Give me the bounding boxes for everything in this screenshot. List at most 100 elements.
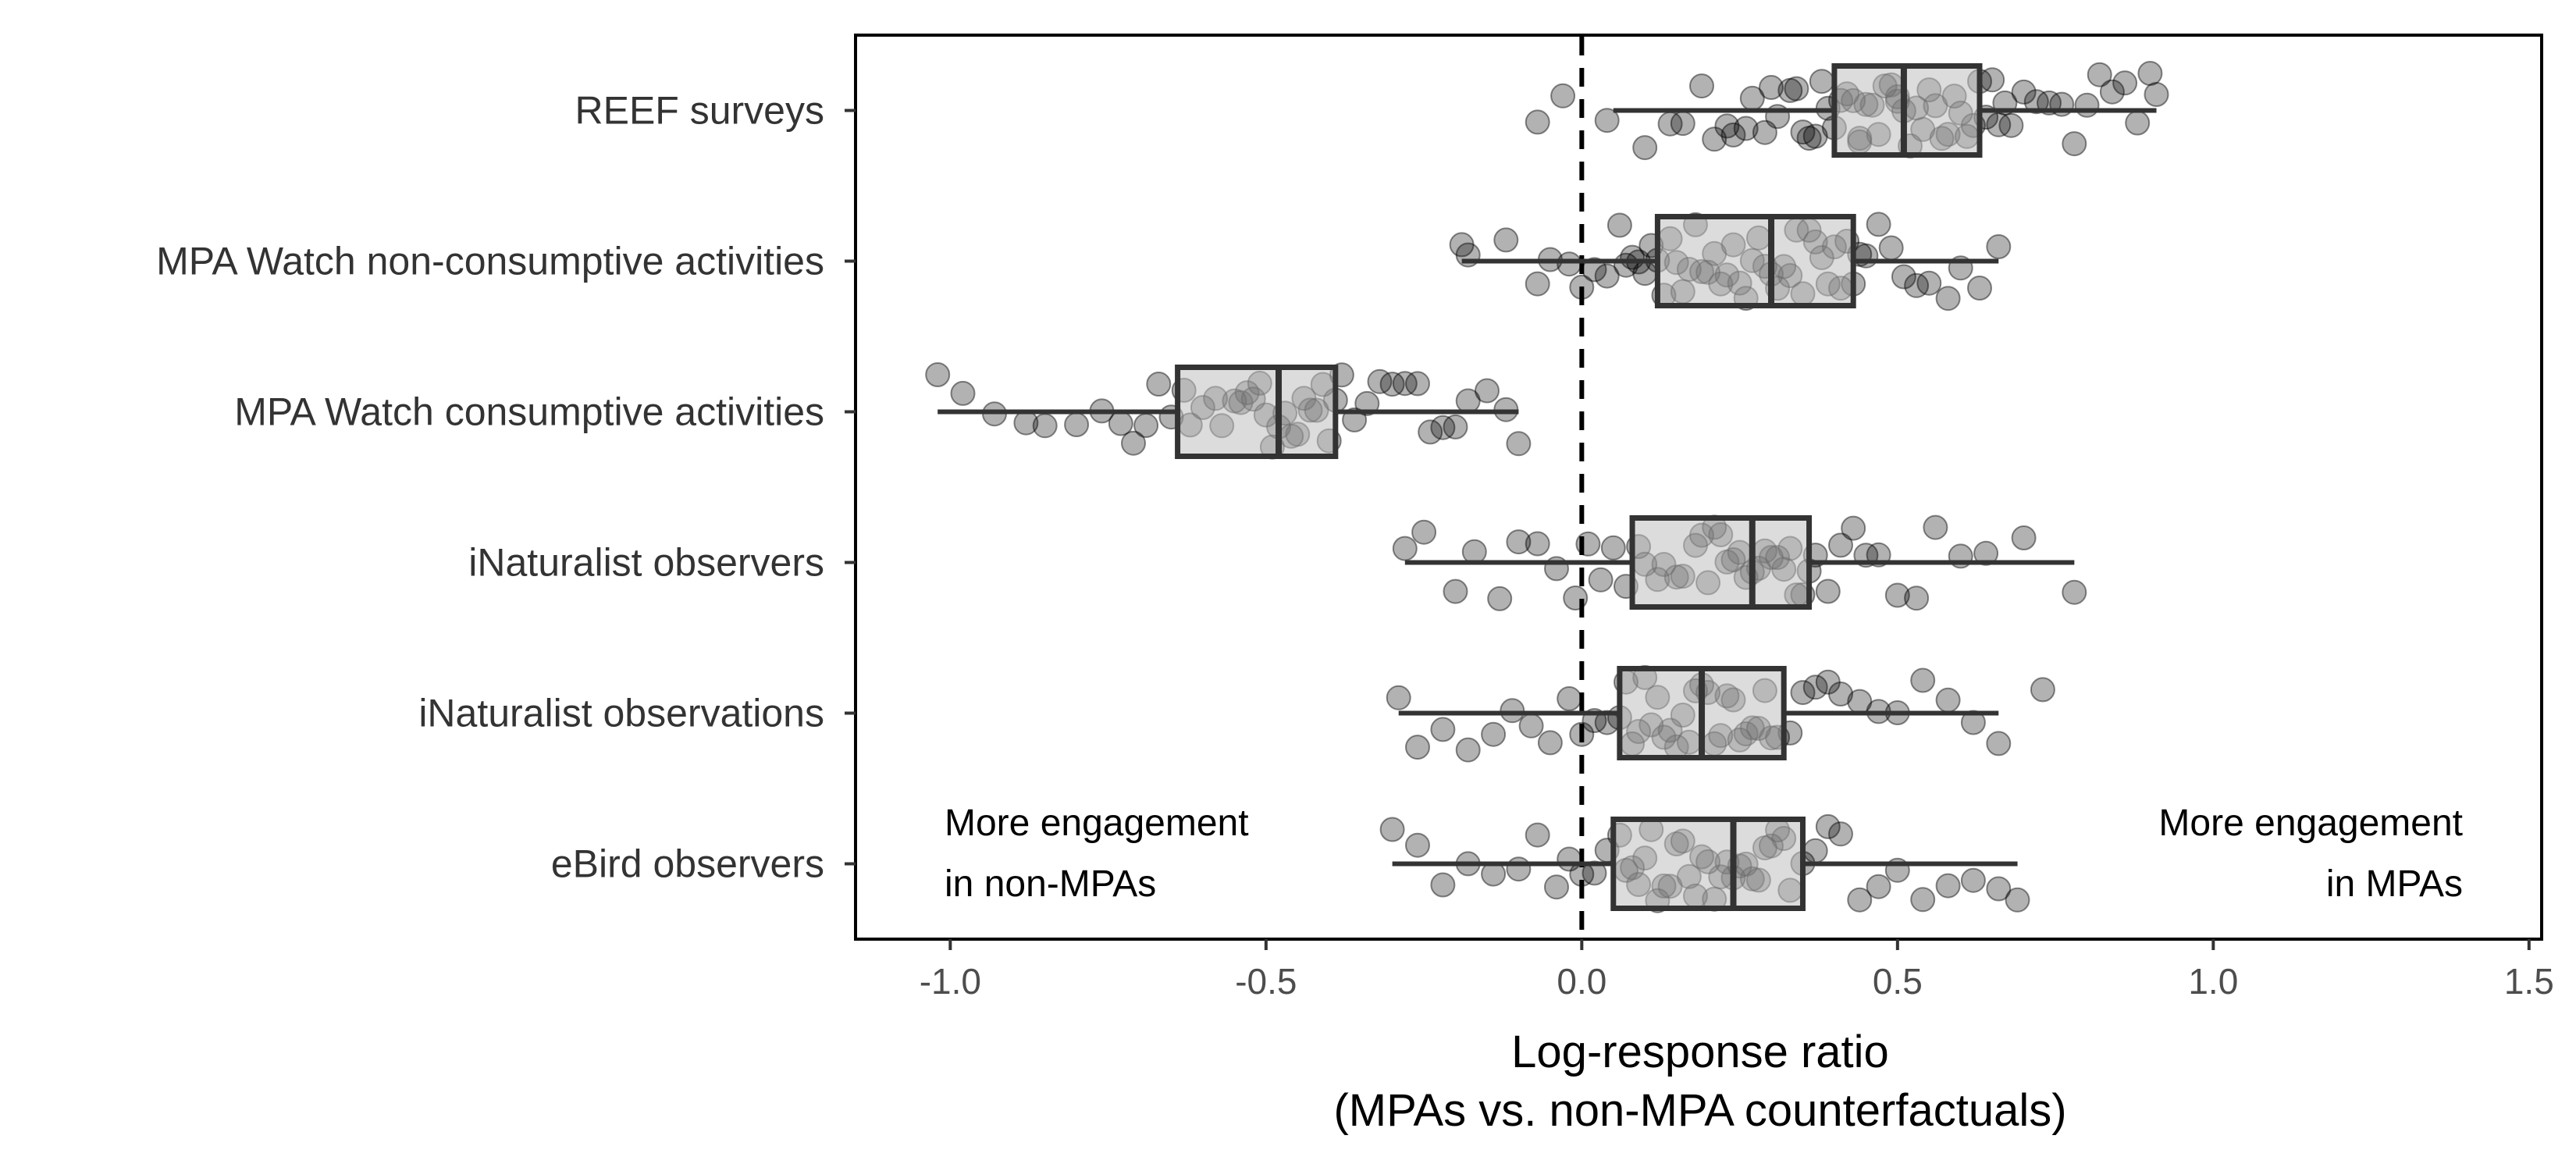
plot-panel xyxy=(854,34,2543,941)
data-point xyxy=(2030,677,2055,703)
data-point xyxy=(1759,75,1784,100)
data-point xyxy=(1506,529,1532,555)
data-point xyxy=(1379,817,1405,842)
data-point xyxy=(2137,61,2163,86)
data-point xyxy=(2062,131,2087,157)
data-point xyxy=(1405,832,1430,858)
data-point xyxy=(1582,257,1607,283)
data-point xyxy=(1960,867,1986,893)
data-point xyxy=(2099,79,2125,105)
y-tick-label: eBird observers xyxy=(551,842,824,886)
box xyxy=(1175,365,1339,459)
data-point xyxy=(1405,735,1430,760)
data-point xyxy=(1935,687,1961,713)
data-point xyxy=(1980,67,2005,93)
data-point xyxy=(1815,578,1841,604)
data-point xyxy=(1575,531,1601,557)
annotation-right-line1: More engagement xyxy=(2158,803,2463,844)
box xyxy=(1831,63,1983,158)
data-point xyxy=(1064,412,1090,437)
data-point xyxy=(1828,821,1853,847)
data-point xyxy=(2125,110,2151,136)
data-point xyxy=(1405,371,1430,397)
data-point xyxy=(1537,730,1563,756)
data-point xyxy=(2011,525,2037,550)
data-point xyxy=(1594,108,1620,133)
data-point xyxy=(1032,413,1058,439)
data-point xyxy=(1796,126,1822,151)
data-point xyxy=(1461,539,1487,564)
data-point xyxy=(1386,685,1411,710)
data-point xyxy=(1866,212,1891,237)
x-tick-label: 0.0 xyxy=(1557,961,1606,1002)
data-point xyxy=(1600,535,1626,561)
data-point xyxy=(1802,123,1828,149)
data-point xyxy=(1588,567,1614,593)
boxplot-5 xyxy=(1392,817,2018,911)
x-axis-title-line1: Log-response ratio xyxy=(1511,1027,1889,1077)
y-tick-label: MPA Watch consumptive activities xyxy=(234,390,824,434)
x-tick-label: -1.0 xyxy=(920,961,981,1002)
data-point xyxy=(1525,109,1550,135)
data-point xyxy=(1569,721,1595,747)
data-point xyxy=(2112,70,2138,96)
data-point xyxy=(1815,813,1841,839)
data-point xyxy=(2087,62,2112,87)
data-point xyxy=(1973,540,1999,566)
data-point xyxy=(1733,116,1759,141)
x-tick-label: 0.5 xyxy=(1873,961,1923,1002)
data-point xyxy=(1121,430,1146,456)
data-point xyxy=(1853,243,1879,269)
data-point xyxy=(1910,887,1936,913)
data-point xyxy=(1455,737,1481,763)
data-point xyxy=(1632,135,1658,161)
data-point xyxy=(1354,390,1380,416)
boxplot-2 xyxy=(938,365,1519,459)
data-point xyxy=(2144,82,2169,107)
data-point xyxy=(2005,887,2030,913)
data-point xyxy=(1967,276,1992,301)
data-point xyxy=(1752,119,1777,145)
data-point xyxy=(1777,77,1803,103)
data-point xyxy=(1790,680,1816,706)
data-point xyxy=(1518,713,1544,739)
x-tick-label: 1.0 xyxy=(2188,961,2238,1002)
data-point xyxy=(1904,586,1930,611)
data-point xyxy=(1133,413,1159,438)
data-point xyxy=(1525,822,1550,848)
data-point xyxy=(1506,431,1532,457)
data-point xyxy=(1430,415,1456,440)
data-point xyxy=(2074,92,2100,118)
box xyxy=(1610,817,1806,911)
data-point xyxy=(1392,371,1418,397)
data-point xyxy=(950,380,976,406)
annotation-left-line2: in non-MPAs xyxy=(945,863,1156,905)
data-point xyxy=(1720,122,1746,148)
data-point xyxy=(1784,76,1809,101)
data-point xyxy=(1790,119,1816,145)
data-point xyxy=(1998,112,2024,138)
data-point xyxy=(1443,578,1468,604)
data-point xyxy=(1487,586,1513,611)
data-point xyxy=(1606,212,1632,238)
data-point xyxy=(1910,667,1936,693)
data-point xyxy=(1904,272,1930,298)
data-point xyxy=(1935,873,1961,899)
data-point xyxy=(1525,531,1550,557)
data-point xyxy=(1702,126,1727,152)
data-point xyxy=(1986,112,2012,137)
data-point xyxy=(1449,232,1475,258)
data-point xyxy=(1493,227,1519,253)
x-axis-title-line2: (MPAs vs. non-MPA counterfactuals) xyxy=(1333,1085,2066,1136)
data-point xyxy=(1841,515,1866,541)
data-point xyxy=(1367,368,1393,394)
annotation-right-line2: in MPAs xyxy=(2326,863,2463,905)
data-point xyxy=(1916,270,1942,296)
data-point xyxy=(1878,235,1904,261)
data-point xyxy=(1544,874,1569,900)
y-tick-label: MPA Watch non-consumptive activities xyxy=(156,240,824,283)
data-point xyxy=(1475,378,1500,404)
annotation-left-line1: More engagement xyxy=(945,803,1249,844)
data-point xyxy=(1430,872,1456,898)
